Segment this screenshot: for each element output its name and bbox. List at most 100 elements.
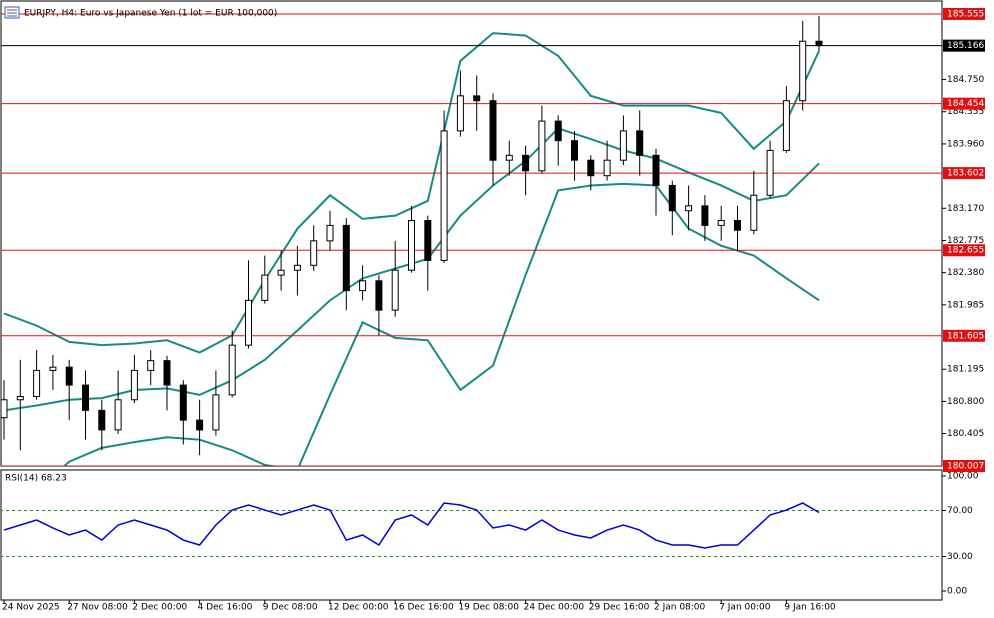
x-tick-label: 12 Dec 00:00 [328, 603, 389, 613]
y-tick-label: 180.405 [947, 429, 984, 439]
candle-body [782, 100, 790, 151]
level-label-box [943, 97, 985, 110]
level-label: 183.602 [947, 169, 984, 179]
y-tick-label: 0.00 [947, 587, 967, 597]
price-plot [1, 13, 942, 466]
last-price-box [943, 39, 985, 52]
candle-body [799, 40, 807, 102]
bollinger-band [62, 182, 820, 466]
candle-body [147, 360, 155, 371]
candle-body [717, 220, 725, 226]
rsi-plot [1, 502, 942, 557]
level-label: 180.007 [947, 462, 984, 472]
candle-body [16, 395, 24, 401]
x-tick-label: 16 Dec 16:00 [393, 603, 454, 613]
y-tick-label: 184.750 [947, 75, 984, 85]
candle-body [522, 154, 530, 172]
candle-body [212, 394, 220, 431]
candle-body [652, 154, 660, 186]
candle-body [65, 366, 73, 386]
y-tick-label: 182.380 [947, 268, 984, 278]
candle-body [701, 205, 709, 226]
candle-body [505, 154, 513, 161]
candle-body [587, 159, 595, 177]
candle-body [685, 205, 693, 212]
y-tick-label: 183.170 [947, 204, 984, 214]
candle-body [98, 409, 106, 431]
candle-body [750, 194, 758, 231]
candle-body [424, 220, 432, 261]
x-tick-label: 4 Dec 16:00 [198, 603, 253, 613]
candle-body [359, 280, 367, 292]
candle-body [391, 269, 399, 311]
candle-body [538, 120, 546, 172]
candle-body [163, 360, 171, 386]
level-label-box [943, 167, 985, 180]
x-tick-label: 24 Nov 2025 [2, 603, 60, 613]
candle-body [33, 369, 41, 397]
level-label: 184.454 [947, 99, 984, 109]
x-tick-label: 19 Dec 08:00 [458, 603, 519, 613]
candle-body [636, 130, 644, 156]
candle-body [408, 220, 415, 271]
level-label: 182.655 [947, 246, 984, 256]
level-label-box [943, 329, 985, 342]
candle-body [179, 384, 187, 421]
candle-body [440, 130, 448, 261]
level-label: 181.605 [947, 331, 984, 341]
x-tick-label: 29 Dec 16:00 [589, 603, 650, 613]
candle-body [277, 269, 285, 276]
candle-body [619, 130, 627, 161]
candle-body [1, 399, 8, 419]
overlay: EURJPY, H4: Euro vs Japanese Yen (1 lot … [2, 6, 985, 613]
y-tick-label: 182.775 [947, 236, 984, 246]
y-tick-label: 30.00 [947, 552, 973, 562]
rsi-line [3, 502, 820, 549]
candle-body [375, 280, 383, 311]
x-tick-label: 24 Dec 00:00 [524, 603, 585, 613]
candle-body [261, 274, 269, 301]
bollinger-band [3, 32, 820, 354]
candle-body [571, 140, 578, 161]
x-tick-label: 2 Dec 00:00 [132, 603, 187, 613]
y-tick-label: 181.195 [947, 365, 984, 375]
candle-body [310, 240, 318, 266]
x-tick-label: 7 Jan 00:00 [719, 603, 771, 613]
candle-body [668, 184, 676, 212]
y-tick-label: 184.355 [947, 107, 984, 117]
candle-body [489, 100, 497, 161]
chart-title: EURJPY, H4: Euro vs Japanese Yen (1 lot … [24, 9, 277, 19]
y-tick-label: 180.800 [947, 397, 984, 407]
candle-body [342, 224, 350, 292]
candle-body [114, 399, 122, 431]
candle-body [815, 40, 823, 47]
x-tick-label: 27 Nov 08:00 [67, 603, 128, 613]
candle-body [326, 224, 334, 242]
level-label-box [943, 244, 985, 257]
candle-body [49, 366, 57, 371]
candle-body [196, 419, 204, 431]
y-tick-label: 183.960 [947, 139, 984, 149]
candle-body [130, 369, 138, 401]
y-tick-label: 70.00 [947, 506, 973, 516]
rsi-frame [0, 469, 943, 601]
level-label-box [943, 7, 985, 20]
candle-body [473, 95, 481, 102]
rsi-title: RSI(14) 68.23 [5, 474, 67, 484]
candle-body [734, 220, 741, 231]
candle-body [293, 264, 301, 271]
x-tick-label: 2 Jan 08:00 [654, 603, 706, 613]
candle-body [245, 299, 252, 346]
candle-body [766, 149, 774, 196]
candle-body [603, 159, 611, 177]
level-label-box [943, 460, 985, 472]
x-tick-label: 9 Dec 08:00 [263, 603, 318, 613]
candle-body [456, 95, 464, 132]
level-label: 185.555 [947, 9, 984, 19]
last-price-label: 185.166 [947, 41, 984, 51]
candle-body [82, 384, 89, 411]
y-tick-label: 181.985 [947, 300, 984, 310]
y-tick-label: 100.00 [947, 472, 979, 482]
candle-body [554, 120, 562, 142]
